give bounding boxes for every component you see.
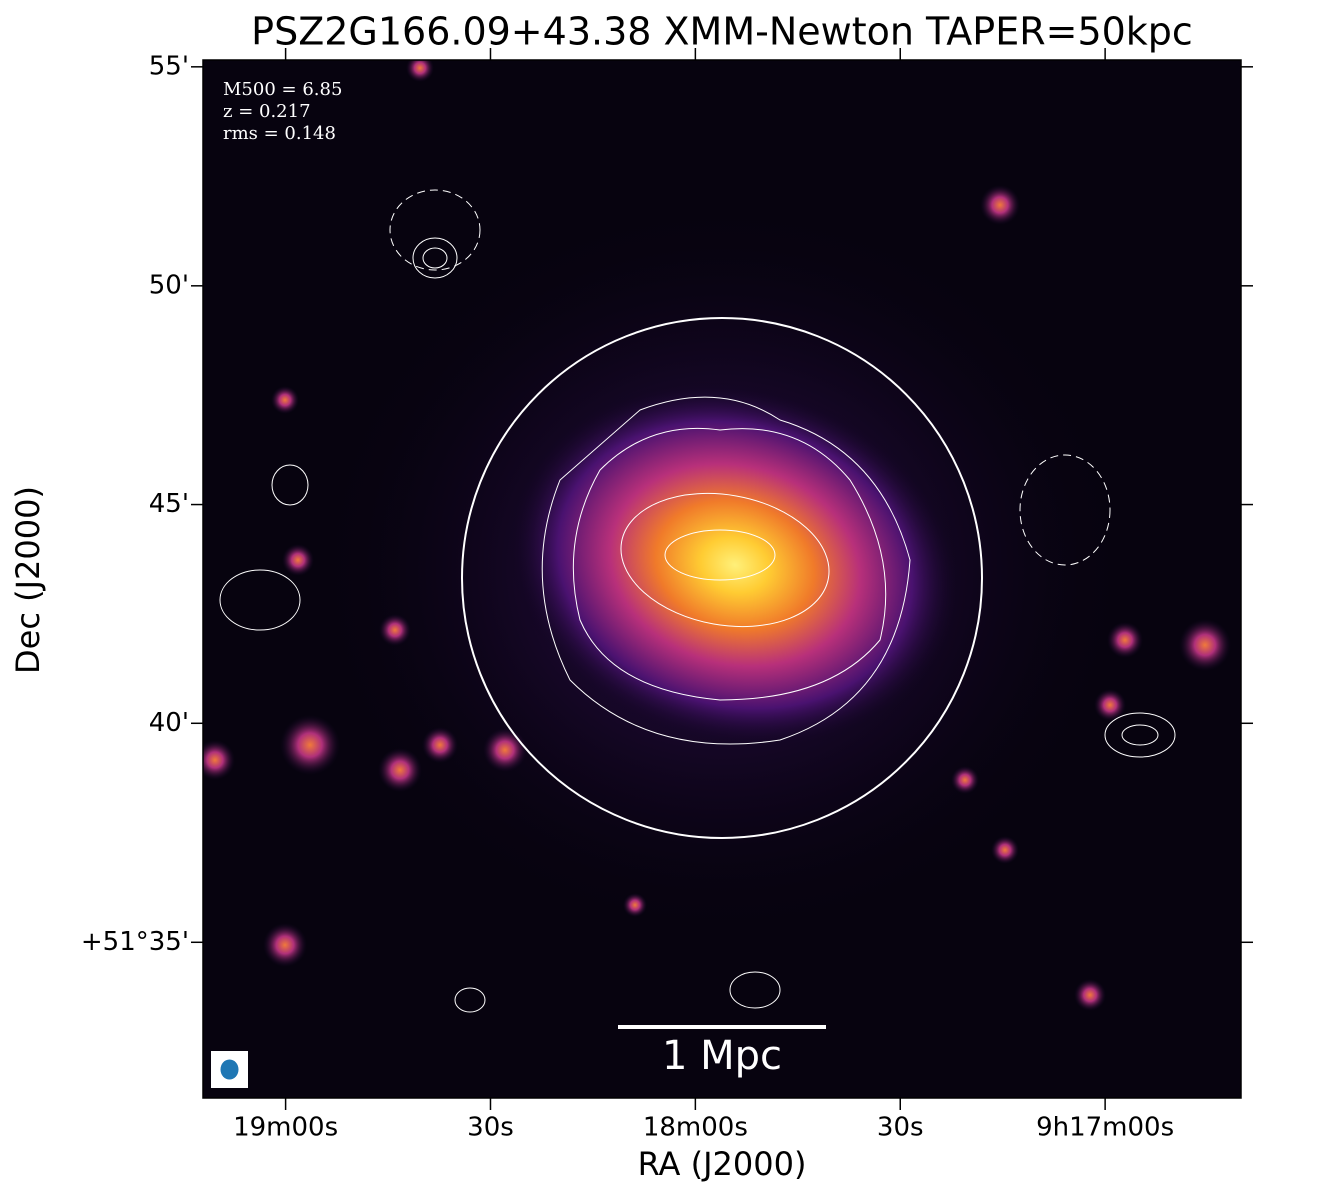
y-tick-label: 40': [149, 708, 189, 738]
x-tick-label: 19m00s: [233, 1113, 338, 1143]
y-tick-label: 45': [149, 489, 189, 519]
x-tick-label: 30s: [467, 1113, 514, 1143]
x-tick-label: 9h17m00s: [1036, 1113, 1174, 1143]
y-tick-label: 50': [149, 270, 189, 300]
y-tick-label: 55': [149, 51, 189, 81]
chart-title: PSZ2G166.09+43.38 XMM-Newton TAPER=50kpc: [251, 10, 1193, 54]
x-tick-label: 30s: [877, 1113, 924, 1143]
x-axis-label: RA (J2000): [638, 1145, 807, 1183]
plot-frame: [202, 59, 1242, 1099]
y-axis-label: Dec (J2000): [9, 486, 47, 674]
scale-bar-label: 1 Mpc: [662, 1033, 782, 1079]
x-tick-label: 18m00s: [643, 1113, 748, 1143]
image: [203, 60, 1241, 1098]
y-tick-label: +51°35': [81, 927, 189, 957]
annotation: rms = 0.148: [223, 123, 336, 144]
annotation: M500 = 6.85: [223, 79, 342, 100]
annotation: z = 0.217: [223, 101, 311, 122]
